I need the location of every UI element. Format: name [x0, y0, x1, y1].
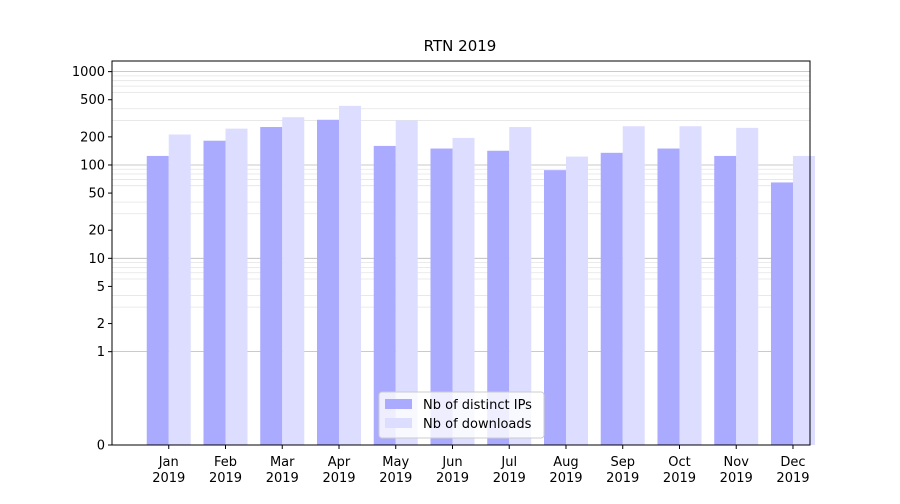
bar-downloads	[282, 117, 305, 445]
bar-distinct-ips	[316, 119, 339, 446]
bar-downloads	[792, 155, 815, 445]
bar-distinct-ips	[770, 182, 793, 445]
legend: Nb of distinct IPs Nb of downloads	[378, 391, 545, 439]
bar-distinct-ips	[373, 145, 396, 445]
bar-distinct-ips	[714, 155, 737, 445]
y-tick-label: 50	[88, 187, 105, 202]
bars-layer	[146, 105, 815, 446]
bar-downloads	[622, 126, 645, 446]
bar-distinct-ips	[146, 155, 169, 445]
x-tick-label: Feb 2019	[209, 455, 242, 486]
bar-downloads	[565, 156, 588, 446]
y-tick-label: 20	[88, 224, 105, 239]
bar-distinct-ips	[203, 140, 226, 445]
x-tick-label: Apr 2019	[322, 455, 355, 486]
bar-distinct-ips	[430, 148, 453, 445]
bar-distinct-ips	[543, 170, 566, 445]
bar-downloads	[736, 127, 759, 445]
y-tick-label: 10	[88, 252, 105, 267]
y-tick-label: 100	[80, 158, 105, 173]
x-tick-label: Aug 2019	[549, 455, 582, 486]
x-tick-label: May 2019	[379, 455, 412, 486]
bar-distinct-ips	[260, 127, 283, 446]
bar-downloads	[509, 127, 532, 446]
legend-swatch	[385, 418, 412, 428]
y-tick-label: 5	[97, 280, 105, 295]
x-tick-label: Mar 2019	[266, 455, 299, 486]
x-tick-label: Jul 2019	[493, 455, 526, 486]
legend-swatch	[385, 399, 412, 409]
x-tick-label: Oct 2019	[663, 455, 696, 486]
y-tick-label: 500	[80, 93, 105, 108]
bar-distinct-ips	[600, 152, 623, 445]
axes-layer: 0 1 2 5 10 20 50 100 200 500 1000 Jan 2019 Feb 2019 Mar…	[72, 60, 811, 486]
x-tick-label: Sep 2019	[606, 455, 639, 486]
bar-distinct-ips	[487, 150, 510, 445]
bar-downloads	[225, 128, 248, 446]
x-tick-label: Jun 2019	[436, 455, 469, 486]
bar-downloads	[338, 105, 361, 445]
bar-downloads	[168, 134, 191, 445]
x-tick-label: Nov 2019	[720, 455, 753, 486]
y-tick-label: 200	[80, 130, 105, 145]
y-tick-label: 1	[97, 345, 105, 360]
bar-downloads	[395, 120, 418, 445]
legend-label: Nb of distinct IPs	[423, 398, 532, 413]
y-tick-label: 2	[97, 317, 105, 332]
y-tick-label: 1000	[72, 65, 105, 80]
plot-frame	[111, 60, 811, 446]
legend-label: Nb of downloads	[423, 417, 532, 432]
bar-distinct-ips	[657, 148, 680, 445]
chart-title: RTN 2019	[424, 37, 497, 55]
bar-downloads	[452, 137, 475, 445]
x-tick-label: Dec 2019	[776, 455, 809, 486]
y-tick-label: 0	[97, 439, 105, 454]
legend-box	[378, 391, 545, 439]
bar-downloads	[679, 126, 702, 446]
x-tick-label: Jan 2019	[152, 455, 185, 486]
